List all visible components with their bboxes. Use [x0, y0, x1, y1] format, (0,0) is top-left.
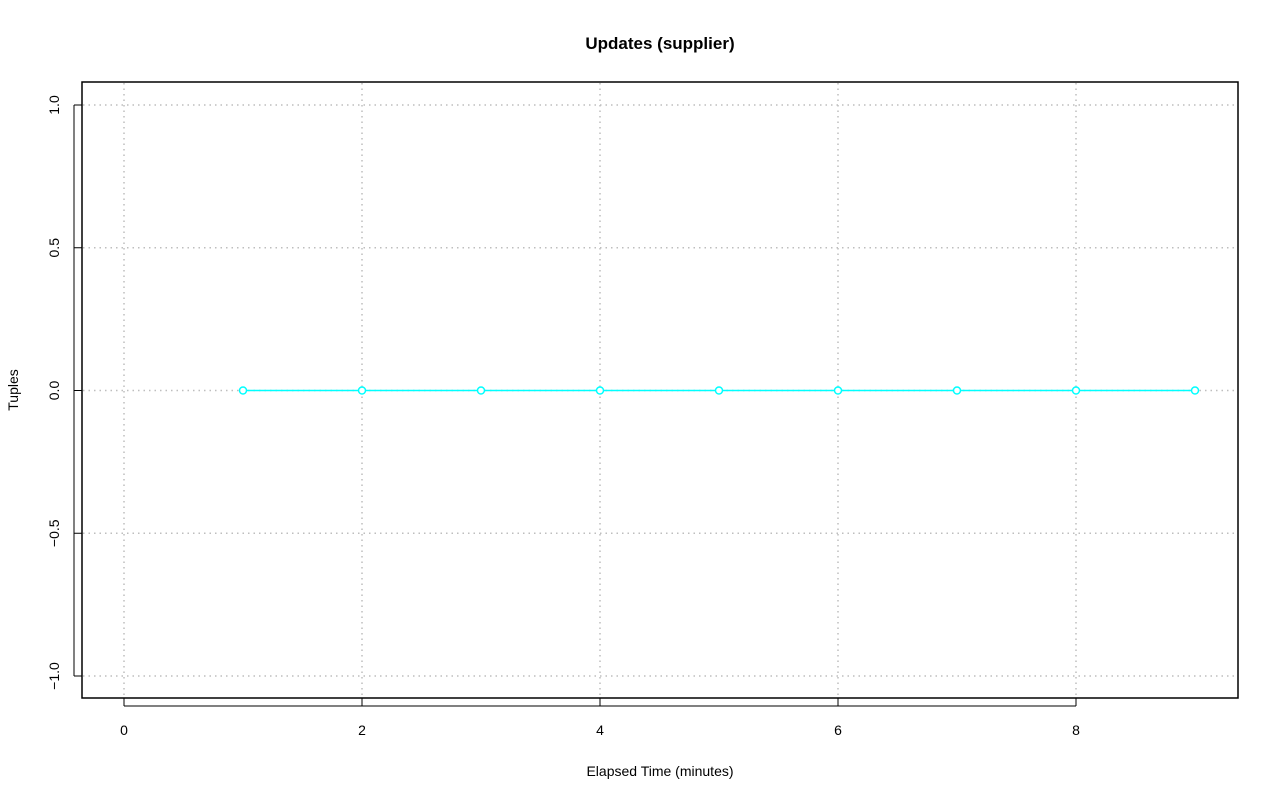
- y-axis: −1.0 −0.5 0.0 0.5 1.0: [46, 95, 82, 690]
- data-point: [714, 386, 724, 395]
- y-tick-label: −0.5: [46, 519, 62, 547]
- data-point: [595, 386, 605, 395]
- x-axis-label: Elapsed Time (minutes): [586, 763, 733, 779]
- data-point: [476, 386, 486, 395]
- y-tick-label: −1.0: [46, 662, 62, 690]
- y-tick-label: 1.0: [46, 95, 62, 115]
- x-tick-label: 2: [358, 722, 366, 738]
- y-axis-label: Tuples: [5, 369, 21, 411]
- y-tick-label: 0.5: [46, 238, 62, 258]
- x-axis: 0 2 4 6 8: [120, 698, 1080, 738]
- y-tick-label: 0.0: [46, 381, 62, 401]
- series: [238, 386, 1200, 395]
- data-point: [238, 386, 248, 395]
- x-tick-label: 4: [596, 722, 604, 738]
- data-point: [952, 386, 962, 395]
- x-tick-label: 8: [1072, 722, 1080, 738]
- chart-title: Updates (supplier): [585, 34, 734, 53]
- grid: [83, 83, 1237, 697]
- data-point: [1071, 386, 1081, 395]
- data-point: [1190, 386, 1200, 395]
- data-point: [357, 386, 367, 395]
- data-point: [833, 386, 843, 395]
- x-tick-label: 0: [120, 722, 128, 738]
- x-tick-label: 6: [834, 722, 842, 738]
